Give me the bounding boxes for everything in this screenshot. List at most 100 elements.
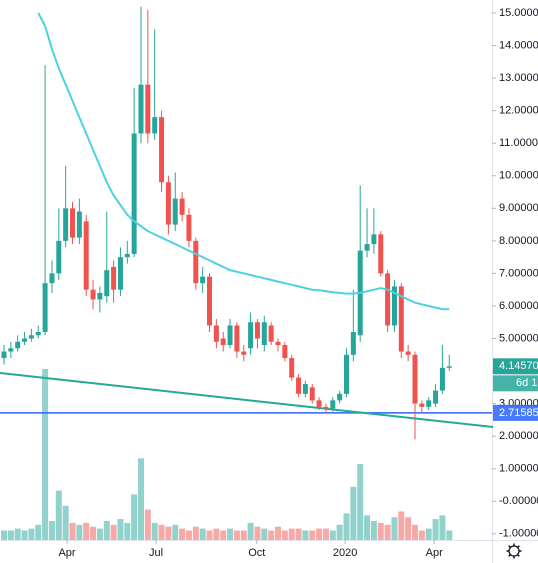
settings-icon-tooth [508, 554, 511, 557]
volume-bar [336, 524, 343, 540]
y-tick-label: 8.00000 [499, 235, 538, 247]
candle-body [412, 354, 418, 404]
candle-body [439, 367, 445, 391]
candle-body [70, 208, 75, 238]
price-axis [493, 0, 538, 540]
candle-body [131, 133, 137, 254]
volume-bar [316, 528, 323, 540]
candle-body [22, 338, 28, 342]
volume-bar [28, 528, 35, 540]
volume-bar [384, 524, 391, 540]
volume-bar [48, 521, 55, 540]
candle-body [83, 221, 89, 290]
volume-bar [350, 486, 357, 540]
candle-body [179, 198, 185, 215]
volume-bar [418, 530, 425, 540]
volume-bar [90, 526, 97, 540]
volume-bar [288, 528, 295, 540]
candle-body [193, 240, 199, 284]
volume-bar [370, 521, 377, 540]
candle-body [124, 253, 130, 258]
candle-body [227, 325, 233, 346]
volume-bar [261, 528, 268, 540]
settings-icon-tooth [517, 545, 520, 548]
volume-bar [275, 526, 281, 540]
volume-bar [295, 528, 302, 540]
settings-icon-tooth [517, 554, 520, 557]
volume-bar [309, 530, 316, 540]
candle-body [316, 400, 322, 407]
volume-bar [247, 522, 254, 540]
candle-body [289, 358, 295, 378]
candle-body [76, 211, 82, 238]
candle-body [398, 286, 404, 352]
volume-bar [206, 530, 213, 540]
settings-icon-tooth [508, 545, 511, 548]
volume-bar [55, 490, 62, 540]
candle-body [8, 348, 14, 352]
volume-bar [42, 369, 49, 540]
volume-bar [192, 526, 199, 540]
candle-body [330, 400, 336, 409]
y-tick-label: 12.00000 [499, 105, 538, 117]
candle-body [302, 384, 308, 394]
candle-body [28, 335, 34, 339]
candle-body [309, 387, 315, 401]
candle-body [104, 270, 110, 297]
candle-body [364, 244, 370, 251]
trendline [0, 372, 538, 433]
volume-bar [446, 530, 453, 540]
horizontal-line-label: 2.71585 [499, 407, 538, 419]
volume-bar [7, 530, 14, 540]
volume-bar [213, 528, 220, 540]
volume-bar [21, 530, 28, 540]
candle-body [296, 377, 302, 394]
volume-bar [124, 522, 131, 540]
candle-body [1, 351, 7, 359]
volume-bar [432, 519, 439, 540]
y-tick-label: 10.00000 [499, 170, 538, 182]
candle-body [63, 208, 69, 241]
volume-bar [172, 524, 179, 540]
y-tick-label: 14.00000 [499, 39, 538, 51]
candle-body [49, 273, 55, 284]
volume-bar [343, 513, 350, 540]
volume-bar [110, 524, 117, 540]
volume-bar [96, 528, 103, 540]
horizontal-line-box [493, 404, 538, 421]
volume-bar [103, 521, 110, 540]
candle-body [145, 84, 151, 134]
volume-bar [268, 530, 275, 540]
candle-body [446, 366, 452, 368]
volume-bar [357, 464, 364, 540]
volume-bar [391, 517, 398, 540]
candle-body [248, 322, 254, 349]
y-tick-label: 11.00000 [499, 137, 538, 149]
volume-bar [185, 530, 192, 540]
volume-bar [425, 528, 432, 540]
volume-bar [151, 522, 158, 540]
candle-body [159, 117, 165, 183]
volume-bar [227, 528, 234, 540]
candle-body [419, 403, 425, 407]
candle-body [337, 393, 343, 401]
candle-body [405, 351, 411, 355]
volume-bar [165, 526, 172, 540]
volume-bar [158, 524, 165, 540]
volume-bar [179, 528, 186, 540]
y-tick-label: 7.00000 [499, 267, 538, 279]
volume-bar [220, 530, 227, 540]
candle-body [433, 390, 439, 404]
y-tick-label: 1.00000 [499, 463, 538, 475]
candle-body [220, 338, 226, 346]
candle-body [35, 332, 41, 336]
y-tick-label: -0.00000 [499, 495, 538, 507]
plot-area [0, 6, 538, 540]
volume-bar [329, 530, 336, 540]
candle-body [323, 406, 329, 409]
countdown-label: 6d 1 [516, 377, 537, 389]
candle-body [234, 325, 240, 352]
x-tick-label: Jul [149, 547, 163, 559]
